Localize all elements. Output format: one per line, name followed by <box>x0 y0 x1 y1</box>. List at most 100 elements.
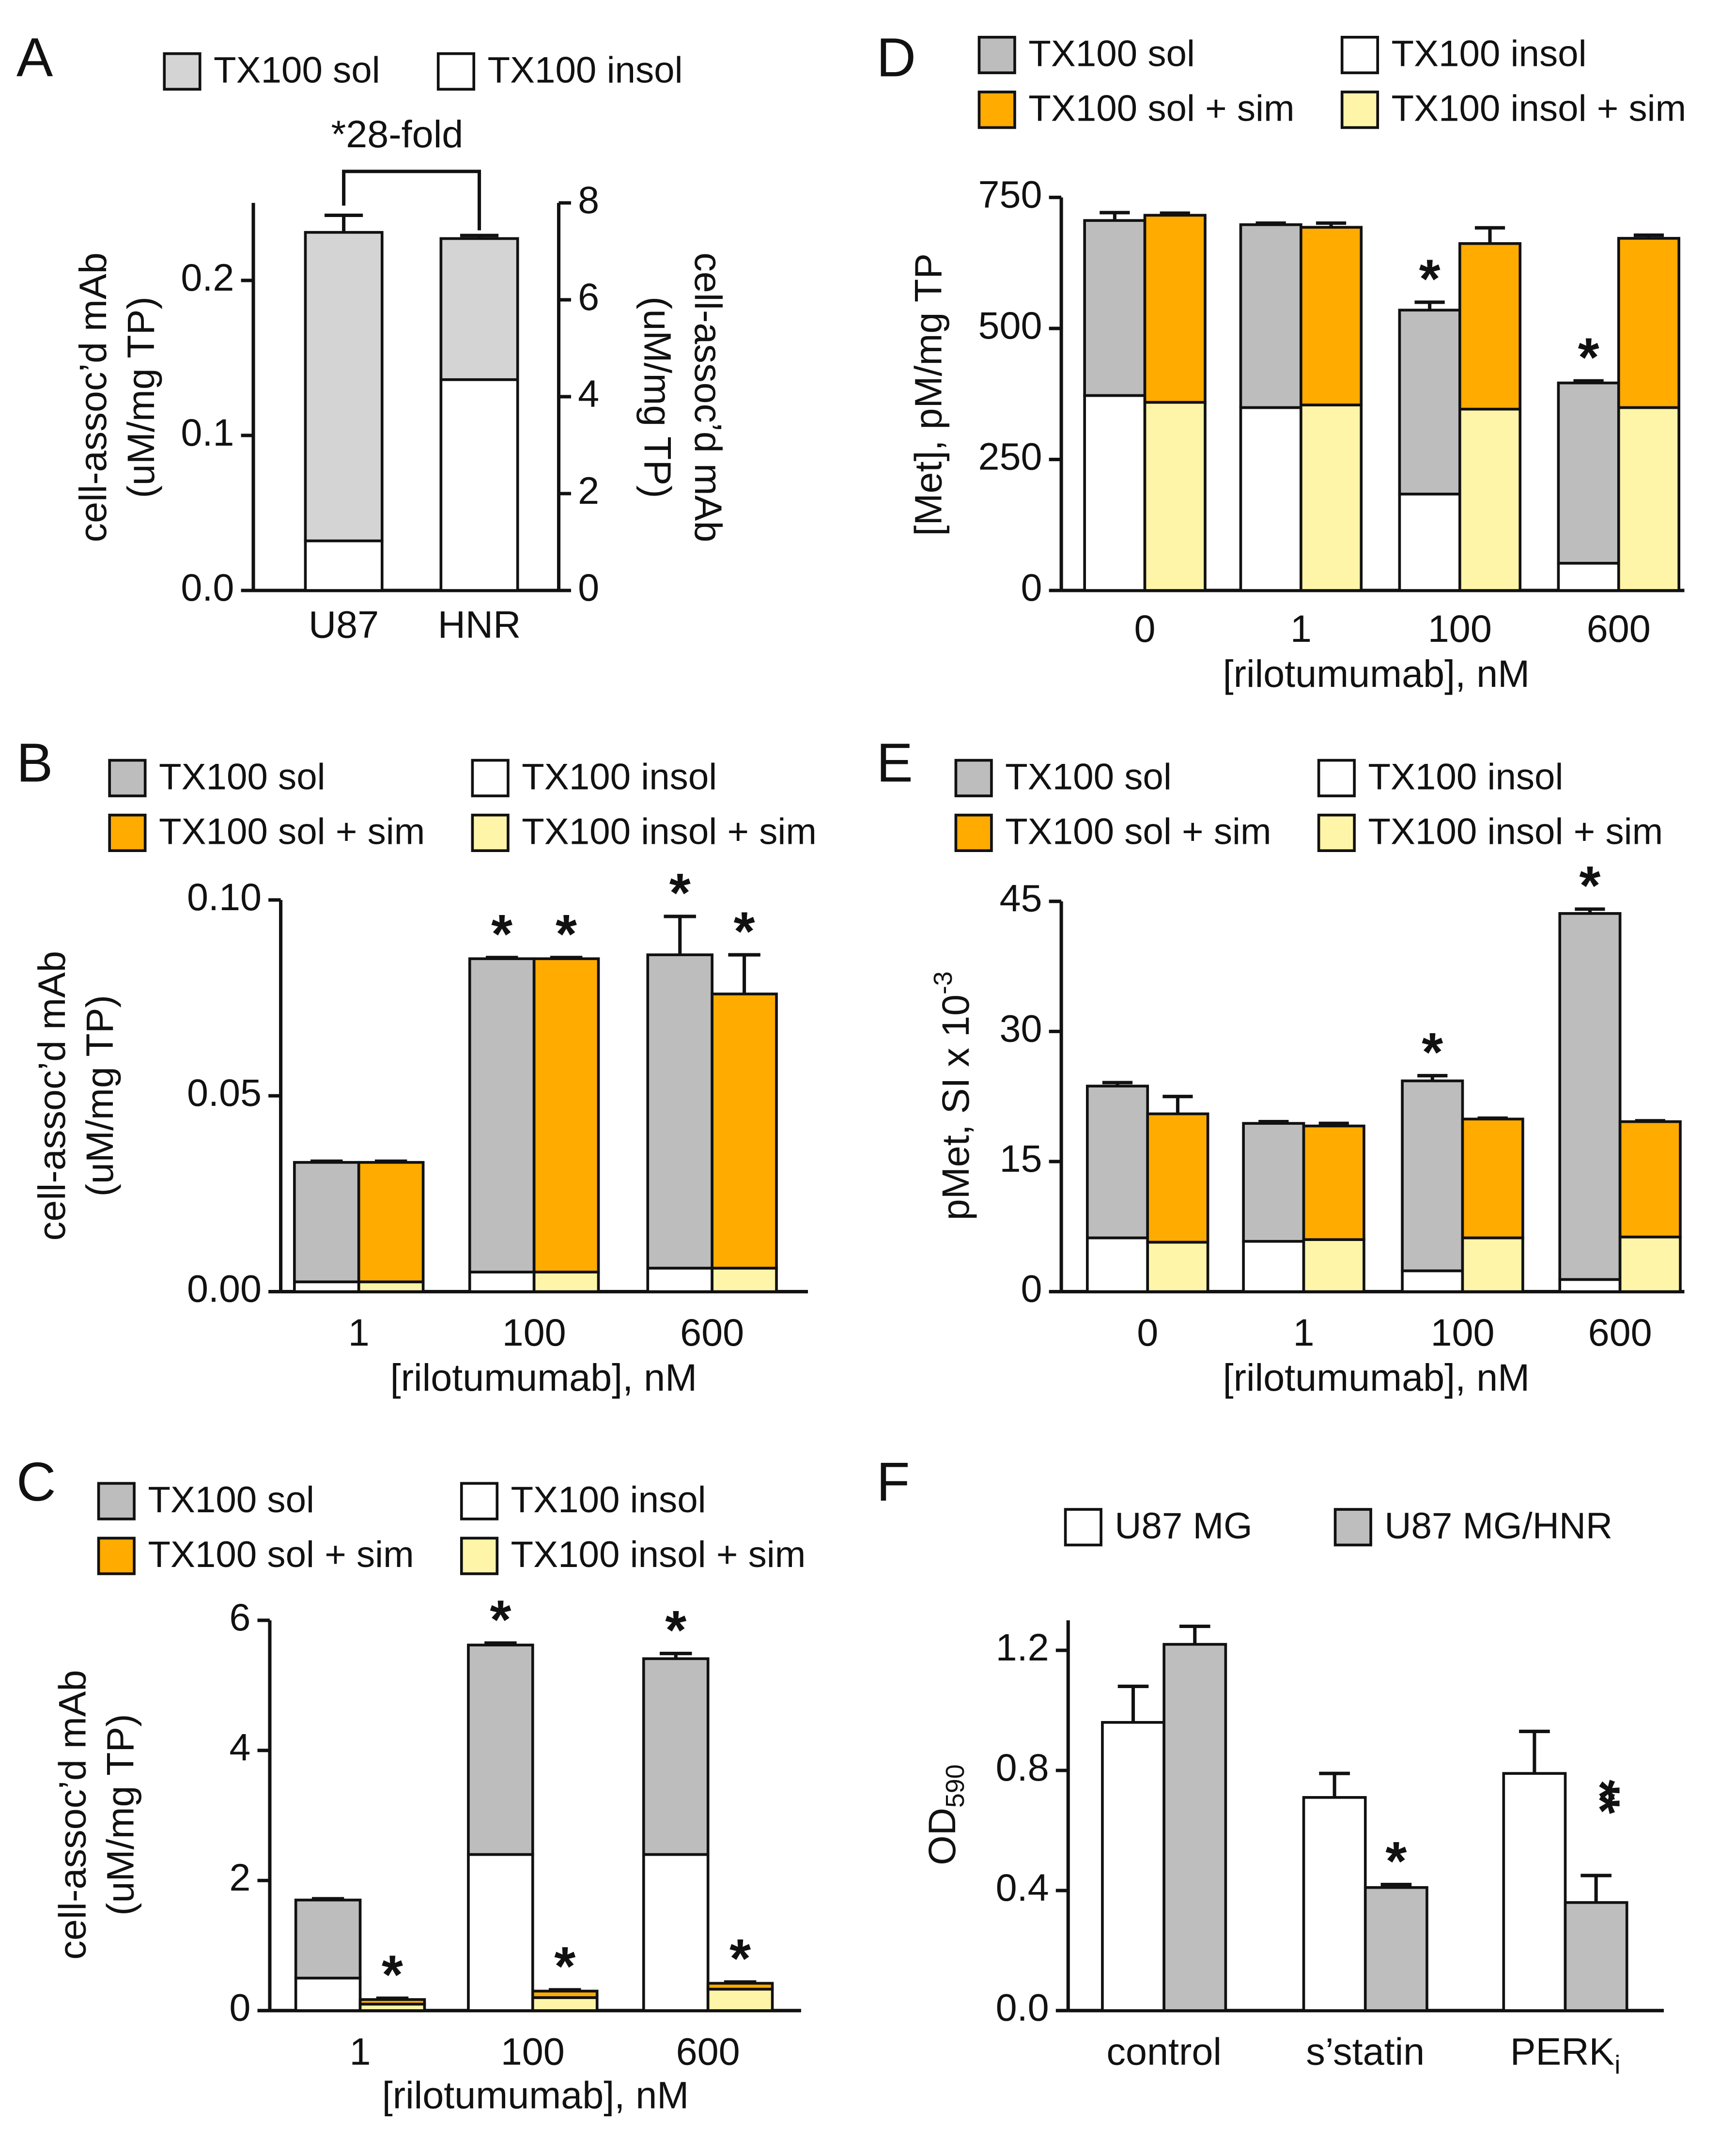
legend-label: U87 MG <box>1115 1505 1252 1547</box>
legend-label: TX100 insol <box>1391 33 1586 75</box>
y-tick-label: 1.2 <box>996 1626 1049 1669</box>
y-tick-label: 250 <box>978 434 1042 478</box>
significance: * <box>734 900 755 962</box>
bar <box>357 1161 425 1284</box>
x-axis-label: [rilotumumab], nM <box>382 2074 689 2117</box>
x-tick-label: 100 <box>502 1311 566 1354</box>
legend-label: TX100 sol <box>214 49 380 91</box>
y-tick-label: 500 <box>978 304 1042 347</box>
bracket <box>342 170 481 231</box>
x-tick-label-text: HNR <box>438 603 521 646</box>
y-tick-label: 0.10 <box>187 875 262 918</box>
x-tick-label-text: 100 <box>1428 607 1492 650</box>
significance: * <box>665 1599 686 1660</box>
bar <box>1558 912 1622 1281</box>
bar <box>1300 403 1363 592</box>
x-tick-label-text: 1 <box>1293 1311 1315 1354</box>
legend-label: TX100 sol <box>159 756 325 797</box>
y-tick-label: 0.2 <box>181 256 234 299</box>
y-axis-label-sup: -3 <box>929 971 958 994</box>
x-tick-label: 100 <box>501 2030 565 2073</box>
y2-tick-label: 4 <box>578 372 599 415</box>
bar <box>642 1657 710 1856</box>
legend-label: TX100 insol <box>511 1479 706 1520</box>
bar <box>1101 1721 1165 2012</box>
x-tick-label: s’statin <box>1306 2030 1425 2073</box>
bar <box>1401 1079 1464 1272</box>
x-tick-label-text: 600 <box>680 1311 744 1354</box>
legend-swatch <box>163 52 201 91</box>
significance: * <box>382 1944 403 2005</box>
bar <box>357 1280 425 1293</box>
bar <box>1083 219 1147 397</box>
y2-tick-label: 8 <box>578 178 599 221</box>
legend-swatch <box>954 759 993 797</box>
x-tick-label-text: s’statin <box>1306 2030 1425 2073</box>
x-tick-label: 0 <box>1137 1311 1158 1354</box>
x-tick-label-sub: i <box>1614 2050 1620 2079</box>
bar <box>1143 214 1207 404</box>
x-tick-label-text: PERK <box>1510 2030 1615 2073</box>
panel-letter: A <box>16 27 53 88</box>
legend-label: TX100 sol <box>148 1479 314 1520</box>
bar <box>646 953 713 1270</box>
bar <box>1557 381 1620 565</box>
y-tick-label: 0.0 <box>181 566 234 609</box>
y-axis-label-text: (uM/mg TP) <box>119 296 162 498</box>
legend-label: TX100 sol <box>1005 756 1172 797</box>
bar <box>294 1976 362 2012</box>
legend-label: TX100 sol + sim <box>159 811 425 852</box>
bar <box>646 1267 713 1293</box>
legend-swatch <box>1317 759 1356 797</box>
y-tick-label: 2 <box>229 1856 250 1899</box>
y-tick-label: 45 <box>999 877 1042 920</box>
bar <box>532 957 600 1273</box>
legend-swatch <box>471 813 510 853</box>
x-tick-label-text: 100 <box>502 1311 566 1354</box>
legend-swatch <box>1340 91 1379 129</box>
bar <box>439 378 519 592</box>
significance: * <box>556 903 577 964</box>
bar <box>642 1853 710 2012</box>
bar <box>1085 1085 1149 1240</box>
significance: * <box>491 903 512 964</box>
bar <box>293 1280 360 1293</box>
legend-swatch <box>97 1482 136 1520</box>
x-tick-label-text: 600 <box>1587 607 1651 650</box>
bar <box>1085 1236 1149 1293</box>
legend-swatch <box>108 759 147 797</box>
x-tick-label: 600 <box>676 2030 740 2073</box>
legend-swatch <box>460 1482 499 1520</box>
y-tick-label: 750 <box>978 172 1042 216</box>
legend-label: TX100 sol + sim <box>148 1534 414 1575</box>
y2-tick-label: 6 <box>578 275 599 318</box>
y-axis-label-text: OD <box>920 1808 963 1865</box>
legend-swatch <box>954 813 993 853</box>
bar <box>1364 1886 1428 2012</box>
legend-label: TX100 sol + sim <box>1028 88 1294 129</box>
y-tick-label: 0.05 <box>187 1071 262 1114</box>
bar <box>1083 394 1147 592</box>
y-axis-label-text: (uM/mg TP) <box>98 1714 141 1915</box>
bar <box>468 1271 536 1293</box>
panel-letter: E <box>876 732 913 793</box>
y-axis-label-sub: 590 <box>941 1764 970 1808</box>
y-axis-label-text: [Met], pM/mg TP <box>906 253 949 536</box>
x-tick-label: 100 <box>1428 607 1492 650</box>
legend-swatch <box>1340 35 1379 75</box>
bar <box>1242 1240 1305 1293</box>
bar <box>711 1267 778 1293</box>
significance: * <box>669 862 691 923</box>
significance: ** <box>1570 1780 1631 1814</box>
y-tick-label: 0.1 <box>181 411 234 454</box>
bar <box>439 237 519 381</box>
panel-letter: B <box>16 732 53 793</box>
bar <box>1146 1112 1209 1244</box>
y2-axis-label: cell-assoc’d mAb <box>687 252 730 542</box>
bar <box>1617 237 1681 409</box>
x-tick-label: 0 <box>1134 607 1156 650</box>
panel-letter: F <box>876 1451 910 1512</box>
y-axis-label: cell-assoc’d mAb <box>71 252 114 542</box>
significance: * <box>1419 248 1441 309</box>
panel-letter: C <box>16 1451 56 1512</box>
